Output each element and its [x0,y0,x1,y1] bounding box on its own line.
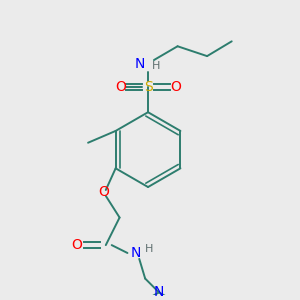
Text: H: H [152,61,160,71]
Text: N: N [154,285,164,299]
Text: O: O [98,185,109,199]
Text: O: O [115,80,126,94]
Text: N: N [135,57,145,71]
Text: O: O [170,80,181,94]
Text: S: S [144,80,152,94]
Text: N: N [130,246,140,260]
Text: O: O [71,238,82,252]
Text: H: H [145,244,153,254]
